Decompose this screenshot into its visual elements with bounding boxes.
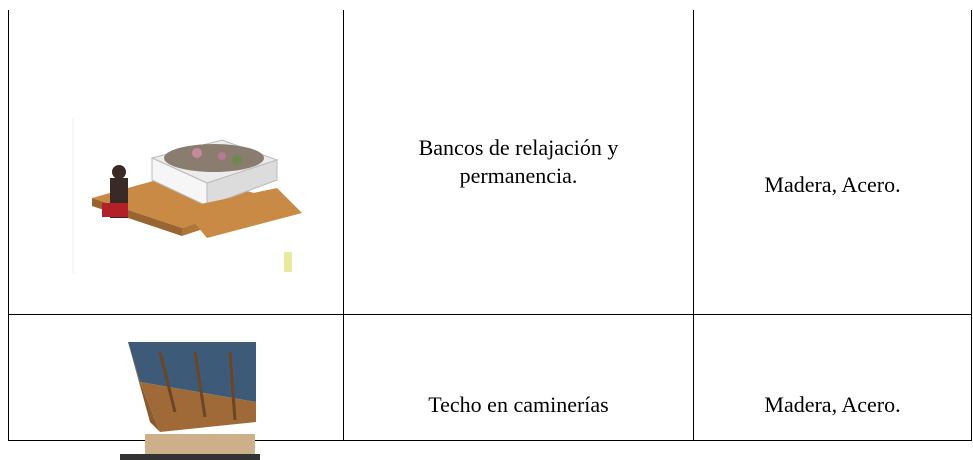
table-border (8, 314, 972, 315)
table-border (8, 440, 972, 441)
cell-text: Bancos de relajación y permanencia. (418, 135, 619, 188)
table-cell: Techo en caminerías (344, 355, 693, 455)
bench-image (72, 118, 302, 273)
table-border (971, 10, 972, 441)
cell-text: Techo en caminerías (428, 392, 609, 417)
cell-text: Madera, Acero. (764, 392, 901, 417)
table-border (8, 10, 9, 441)
cell-text: Madera, Acero. (764, 172, 901, 197)
table-cell: Madera, Acero. (694, 10, 971, 360)
table-border (343, 10, 344, 441)
roof-image (120, 342, 260, 460)
table-cell: Bancos de relajación y permanencia. (344, 10, 693, 314)
table-border (693, 10, 694, 441)
table-cell: Madera, Acero. (694, 355, 971, 455)
